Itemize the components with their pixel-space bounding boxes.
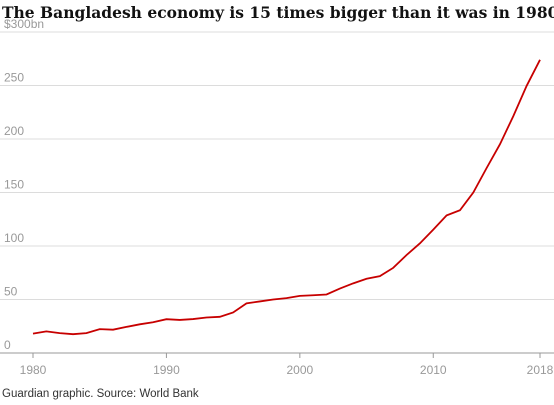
y-tick-label: $300bn — [4, 17, 44, 31]
data-line — [32, 59, 541, 336]
y-tick-label: 50 — [4, 285, 18, 299]
x-tick-label: 1990 — [153, 363, 180, 377]
x-tick-label: 2010 — [420, 363, 447, 377]
y-tick-label: 200 — [4, 124, 24, 138]
x-tick-label: 2000 — [286, 363, 313, 377]
x-tick-label: 1980 — [20, 363, 47, 377]
source: Guardian graphic. Source: World Bank — [2, 388, 199, 400]
y-tick-label: 150 — [4, 178, 24, 192]
y-tick-label: 0 — [4, 338, 11, 352]
x-tick-label: 2018 — [527, 363, 554, 377]
y-tick-label: 100 — [4, 231, 24, 245]
chart-title: The Bangladesh economy is 15 times bigge… — [2, 3, 554, 22]
y-tick-label: 250 — [4, 71, 24, 85]
